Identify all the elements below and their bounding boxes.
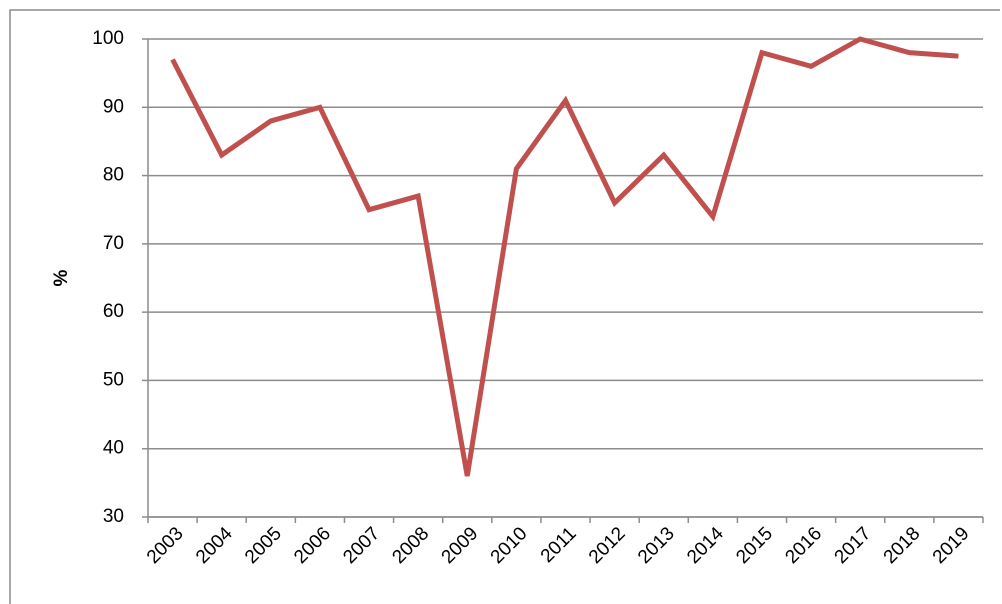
x-tick-label: 2010 [487, 523, 532, 568]
x-tick-label: 2008 [388, 523, 433, 568]
y-tick-label: 80 [103, 165, 124, 186]
y-tick-label: 90 [103, 96, 124, 117]
x-tick-label: 2009 [438, 523, 483, 568]
x-tick-label: 2014 [683, 523, 728, 568]
x-tick-label: 2005 [241, 523, 286, 568]
y-tick-label: 50 [103, 369, 124, 390]
x-tick-label: 2012 [585, 523, 630, 568]
y-tick-label: 60 [103, 301, 124, 322]
x-tick-label: 2004 [192, 523, 237, 568]
chart-frame [9, 9, 1000, 604]
y-axis-label: % [51, 269, 72, 286]
x-tick-label: 2011 [537, 523, 581, 567]
x-tick-label: 2007 [339, 523, 384, 568]
x-tick-label: 2016 [781, 523, 826, 568]
series-line [170, 36, 959, 477]
y-tick-label: 30 [103, 506, 124, 527]
x-tick-label: 2017 [831, 523, 876, 568]
x-tick-label: 2006 [290, 523, 335, 568]
x-tick-label: 2015 [732, 523, 777, 568]
x-tick-label: 2018 [880, 523, 925, 568]
x-tick-label: 2013 [634, 523, 679, 568]
x-tick-label: 2019 [929, 523, 974, 568]
x-tick-label: 2003 [143, 523, 188, 568]
y-tick-label: 100 [92, 28, 124, 49]
y-tick-label: 40 [103, 438, 124, 459]
y-tick-label: 70 [103, 233, 124, 254]
